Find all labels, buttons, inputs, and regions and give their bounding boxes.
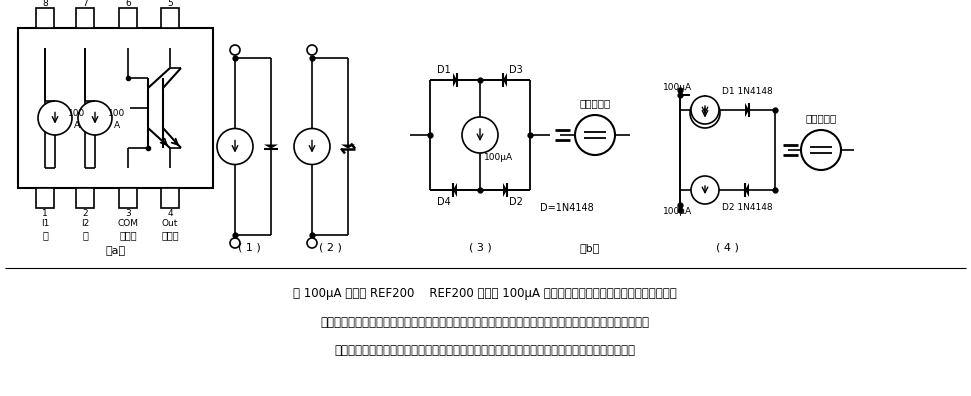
- Circle shape: [307, 45, 317, 55]
- Polygon shape: [453, 183, 457, 197]
- Text: 电流镜: 电流镜: [119, 230, 137, 240]
- Text: 4: 4: [167, 209, 173, 217]
- Bar: [18, 28, 213, 188]
- Text: 上。它完全浮地，可插入电路的任何位置。若电流源在使用中会受到反压作用，可外接二极管保护。可构成: 上。它完全浮地，可插入电路的任何位置。若电流源在使用中会受到反压作用，可外接二极…: [320, 316, 650, 329]
- Bar: [119, 188, 137, 208]
- Text: 6: 6: [125, 0, 131, 8]
- Text: 3: 3: [125, 209, 131, 217]
- Text: 双 100μA 电流源 REF200    REF200 由两个 100μA 电流源和一个电流镜组成，集成在一个芯片: 双 100μA 电流源 REF200 REF200 由两个 100μA 电流源和…: [293, 286, 677, 299]
- Text: 双向电流源: 双向电流源: [580, 98, 611, 108]
- Text: 低: 低: [83, 230, 88, 240]
- Bar: [161, 8, 179, 28]
- Circle shape: [801, 130, 841, 170]
- Text: 100μA: 100μA: [484, 152, 513, 162]
- Text: D2: D2: [509, 197, 523, 207]
- Polygon shape: [503, 73, 507, 87]
- Text: Out: Out: [162, 219, 179, 228]
- Circle shape: [307, 238, 317, 248]
- Bar: [76, 8, 94, 28]
- Text: ( 2 ): ( 2 ): [318, 243, 342, 253]
- Text: D2 1N4148: D2 1N4148: [721, 204, 772, 213]
- Polygon shape: [341, 145, 355, 148]
- Text: 100: 100: [109, 110, 125, 118]
- Polygon shape: [503, 183, 507, 197]
- Text: I2: I2: [81, 219, 89, 228]
- Text: 7: 7: [83, 0, 87, 8]
- Text: D1 1N4148: D1 1N4148: [721, 88, 772, 97]
- Text: （a）: （a）: [106, 246, 125, 256]
- Circle shape: [462, 117, 498, 153]
- Text: D3: D3: [509, 65, 522, 75]
- Polygon shape: [745, 183, 749, 197]
- Text: 1: 1: [42, 209, 48, 217]
- Text: 100μA: 100μA: [663, 84, 692, 93]
- Circle shape: [230, 238, 240, 248]
- Text: 8: 8: [42, 0, 48, 8]
- Bar: [76, 188, 94, 208]
- Text: A: A: [114, 120, 120, 129]
- Circle shape: [230, 45, 240, 55]
- Text: D4: D4: [437, 197, 451, 207]
- Text: 双向电流源: 双向电流源: [805, 113, 837, 123]
- Circle shape: [78, 101, 112, 135]
- Circle shape: [691, 96, 719, 124]
- Text: A: A: [74, 120, 80, 129]
- Text: 5: 5: [167, 0, 173, 8]
- Text: 低: 低: [42, 230, 48, 240]
- Text: COM: COM: [117, 219, 139, 228]
- Text: D1: D1: [437, 65, 451, 75]
- Text: 电流镜: 电流镜: [161, 230, 179, 240]
- Polygon shape: [264, 145, 278, 148]
- Text: I1: I1: [41, 219, 50, 228]
- Text: 2: 2: [83, 209, 87, 217]
- Bar: [36, 188, 54, 208]
- Text: 100μA: 100μA: [663, 208, 692, 217]
- Circle shape: [38, 101, 72, 135]
- Circle shape: [575, 115, 615, 155]
- Text: ( 1 ): ( 1 ): [238, 243, 260, 253]
- Bar: [119, 8, 137, 28]
- Bar: [36, 8, 54, 28]
- Circle shape: [217, 128, 253, 164]
- Text: ( 3 ): ( 3 ): [469, 243, 491, 253]
- Text: 100: 100: [68, 110, 85, 118]
- Circle shape: [691, 176, 719, 204]
- Circle shape: [294, 128, 330, 164]
- Text: ( 4 ): ( 4 ): [716, 243, 739, 253]
- Bar: [161, 188, 179, 208]
- Circle shape: [690, 98, 720, 128]
- Text: 单向电流源、双向电流源。用于传感器激励、偏置电流、低电压基准、电荷泵电路、混合式电路。: 单向电流源、双向电流源。用于传感器激励、偏置电流、低电压基准、电荷泵电路、混合式…: [334, 345, 635, 358]
- Polygon shape: [453, 73, 457, 87]
- Text: （b）: （b）: [580, 243, 600, 253]
- Text: D=1N4148: D=1N4148: [540, 203, 593, 213]
- Polygon shape: [745, 103, 749, 117]
